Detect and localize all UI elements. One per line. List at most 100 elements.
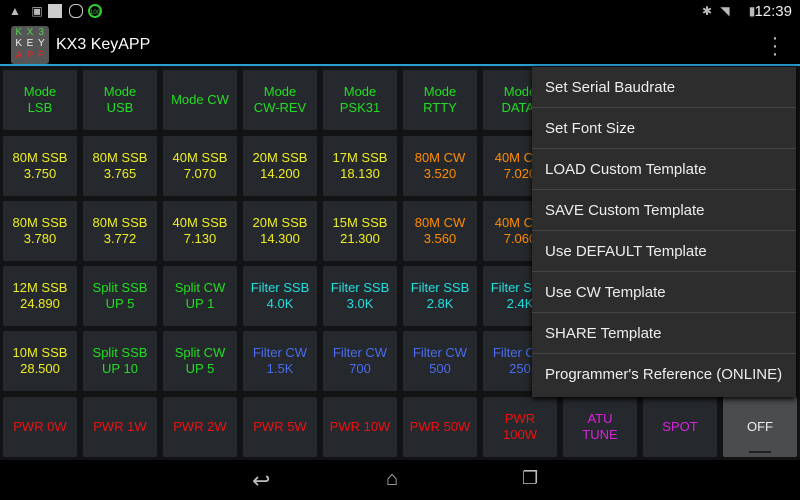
grid-button[interactable]: 40M SSB 7.070 [163, 136, 237, 196]
logo-letter: A [15, 49, 22, 61]
overflow-menu: Set Serial Baudrate Set Font Size LOAD Cus… [532, 67, 796, 397]
grid-button[interactable]: Split SSB UP 10 [83, 331, 157, 391]
grid-button[interactable]: Filter CW 1.5K [243, 331, 317, 391]
grid-button[interactable]: PWR 5W [243, 397, 317, 457]
button-label: Filter SSB [330, 280, 390, 295]
grid-button[interactable]: Split CW UP 5 [163, 331, 237, 391]
logo-letter: 3 [38, 27, 45, 38]
grid-button[interactable]: PWR 10W [323, 397, 397, 457]
grid-button[interactable]: Mode PSK31 [323, 70, 397, 130]
button-label: PWR 5W [253, 419, 307, 434]
logo-letter: P [37, 49, 45, 61]
grid-button[interactable]: OFF [723, 397, 797, 457]
grid-button[interactable]: 17M SSB 18.130 [323, 136, 397, 196]
battery-icon: ▮ [748, 4, 756, 18]
button-label: 80M CW [414, 150, 466, 165]
button-label: PWR 1W [93, 419, 147, 434]
menu-item[interactable]: Set Serial Baudrate [532, 67, 796, 108]
grid-button[interactable]: 40M SSB 7.130 [163, 201, 237, 261]
menu-item[interactable]: Programmer's Reference (ONLINE) [545, 366, 783, 383]
status-bar: ▲ ▣ 100 ✱ ◥ ▮ 12:39 [0, 0, 800, 24]
button-label: 3.0K [346, 296, 374, 311]
grid-button[interactable]: Mode RTTY [403, 70, 477, 130]
button-label: 40M SSB [172, 150, 228, 165]
button-label: 1.5K [266, 361, 294, 376]
overflow-menu-icon[interactable]: · · · [771, 27, 779, 65]
logo-letter: K [15, 38, 22, 50]
button-label: Mode [103, 84, 137, 99]
button-label: 80M SSB [92, 150, 148, 165]
grid-button[interactable]: 80M SSB 3.780 [3, 201, 77, 261]
button-label: 250 [509, 361, 531, 376]
back-icon[interactable]: ↩ [252, 468, 271, 493]
grid-button[interactable]: 80M SSB 3.765 [83, 136, 157, 196]
grid-button[interactable]: 80M SSB 3.772 [83, 201, 157, 261]
bluetooth-icon: ✱ [701, 4, 713, 18]
recents-icon[interactable]: ❐ [522, 468, 539, 488]
button-label: 17M SSB [332, 150, 388, 165]
grid-button[interactable]: Split CW UP 1 [163, 266, 237, 326]
button-label: UP 5 [105, 296, 135, 311]
grid-button[interactable]: Split SSB UP 5 [83, 266, 157, 326]
circle-icon [69, 4, 83, 18]
grid-button[interactable]: Filter CW 700 [323, 331, 397, 391]
button-label: Split CW [174, 280, 226, 295]
button-label: 20M SSB [252, 150, 308, 165]
button-label: Filter CW [412, 345, 468, 360]
grid-button[interactable]: PWR 50W [403, 397, 477, 457]
menu-item[interactable]: Use DEFAULT Template [532, 231, 796, 272]
grid-button[interactable]: 10M SSB 28.500 [3, 331, 77, 391]
image-icon: ▣ [31, 4, 43, 18]
grid-button[interactable]: Mode LSB [3, 70, 77, 130]
grid-button[interactable]: Mode USB [83, 70, 157, 130]
button-label: 2.4K [506, 296, 534, 311]
logo-letter: P [26, 49, 34, 61]
home-icon[interactable]: ⌂ [386, 468, 399, 490]
button-label: 3.750 [23, 166, 57, 181]
grid-button[interactable]: PWR 0W [3, 397, 77, 457]
button-label: CW-REV [253, 100, 307, 115]
button-label: 20M SSB [252, 215, 308, 230]
button-label: Mode [263, 84, 297, 99]
menu-item[interactable]: Set Font Size [532, 108, 796, 149]
menu-item[interactable]: SAVE Custom Template [532, 190, 796, 231]
button-label: Filter CW [332, 345, 388, 360]
grid-button[interactable]: PWR 2W [163, 397, 237, 457]
menu-item[interactable]: SHARE Template [532, 313, 796, 354]
grid-button[interactable]: 80M CW 3.520 [403, 136, 477, 196]
menu-item[interactable]: Use CW Template [532, 272, 796, 313]
grid-button[interactable]: PWR 100W [483, 397, 557, 457]
grid-button[interactable]: 80M CW 3.560 [403, 201, 477, 261]
button-label: PWR [504, 411, 536, 426]
logo-letter: X [26, 27, 34, 38]
logo-letter: E [26, 38, 34, 50]
button-label: ATU [587, 411, 613, 426]
grid-button[interactable]: 15M SSB 21.300 [323, 201, 397, 261]
button-label: RTTY [423, 100, 457, 115]
grid-button[interactable]: 80M SSB 3.750 [3, 136, 77, 196]
button-label: 24.890 [20, 296, 60, 311]
grid-button[interactable]: 12M SSB 24.890 [3, 266, 77, 326]
grid-button[interactable]: ATU TUNE [563, 397, 637, 457]
grid-button[interactable]: Mode CW [163, 70, 237, 130]
grid-button[interactable]: 20M SSB 14.200 [243, 136, 317, 196]
button-label: Mode CW [171, 92, 229, 107]
grid-button[interactable]: PWR 1W [83, 397, 157, 457]
grid-button[interactable]: Filter SSB 2.8K [403, 266, 477, 326]
grid-button[interactable]: SPOT [643, 397, 717, 457]
grid-button[interactable]: 20M SSB 14.300 [243, 201, 317, 261]
keyboard-icon [48, 4, 62, 18]
button-label: 15M SSB [332, 215, 388, 230]
button-label: 14.200 [260, 166, 300, 181]
grid-button[interactable]: Filter CW 500 [403, 331, 477, 391]
grid-button[interactable]: Mode CW-REV [243, 70, 317, 130]
grid-button[interactable]: Filter SSB 3.0K [323, 266, 397, 326]
app-title: KX3 KeyAPP [56, 36, 151, 53]
button-label: 4.0K [266, 296, 294, 311]
button-label: PWR 0W [13, 419, 67, 434]
menu-item[interactable]: LOAD Custom Template [532, 149, 796, 190]
grid-button[interactable]: Filter SSB 4.0K [243, 266, 317, 326]
button-label: 21.300 [340, 231, 380, 246]
button-label: 3.520 [423, 166, 457, 181]
